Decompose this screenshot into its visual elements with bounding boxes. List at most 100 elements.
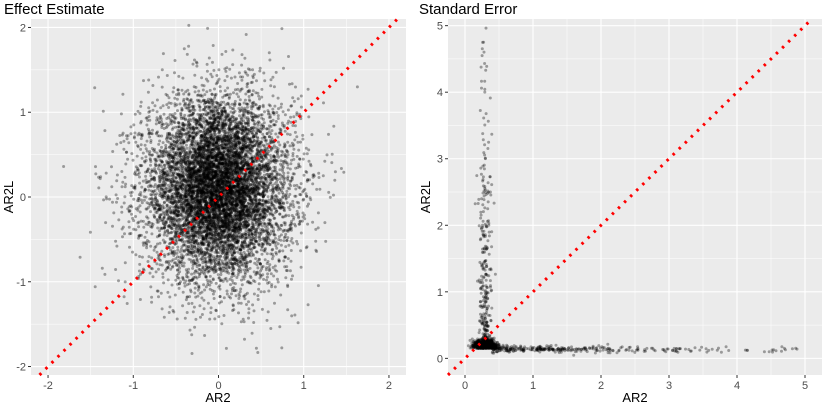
- scatter-point: [201, 238, 205, 242]
- scatter-point: [283, 223, 287, 227]
- scatter-point: [172, 215, 176, 219]
- scatter-point: [210, 191, 214, 195]
- scatter-point: [143, 235, 147, 239]
- scatter-point: [100, 266, 104, 270]
- scatter-point: [172, 120, 176, 124]
- scatter-point: [256, 298, 260, 301]
- scatter-point: [269, 84, 273, 88]
- scatter-point: [249, 173, 253, 177]
- scatter-point: [294, 187, 298, 191]
- scatter-point: [207, 141, 211, 145]
- scatter-point: [268, 58, 272, 62]
- scatter-point: [140, 164, 144, 168]
- scatter-point: [120, 205, 124, 209]
- scatter-point: [262, 239, 266, 243]
- scatter-point: [229, 137, 232, 141]
- scatter-point: [134, 140, 138, 144]
- scatter-point: [283, 152, 287, 156]
- scatter-point: [254, 103, 258, 107]
- scatter-point: [220, 52, 224, 56]
- scatter-point: [248, 205, 252, 209]
- scatter-point: [211, 292, 215, 296]
- scatter-point: [187, 201, 191, 205]
- scatter-point: [264, 204, 268, 208]
- scatter-point: [173, 96, 177, 100]
- scatter-point: [269, 252, 273, 256]
- scatter-point: [185, 146, 189, 150]
- scatter-point: [170, 113, 174, 117]
- scatter-point: [154, 122, 158, 126]
- scatter-point: [271, 107, 275, 111]
- scatter-point: [316, 211, 320, 215]
- scatter-point: [200, 83, 204, 87]
- scatter-point: [155, 250, 159, 254]
- scatter-point: [148, 157, 152, 161]
- scatter-point: [114, 268, 118, 271]
- scatter-point: [323, 159, 327, 163]
- scatter-point: [281, 167, 284, 171]
- scatter-point: [172, 195, 176, 199]
- scatter-point: [130, 212, 133, 216]
- scatter-point: [242, 113, 246, 117]
- scatter-point: [141, 151, 145, 155]
- scatter-point: [217, 301, 221, 305]
- scatter-point: [217, 152, 221, 156]
- scatter-point: [184, 90, 188, 94]
- scatter-point: [147, 152, 151, 156]
- scatter-point: [237, 218, 241, 222]
- scatter-point: [304, 170, 308, 173]
- scatter-point: [228, 213, 232, 217]
- scatter-point: [262, 71, 266, 75]
- scatter-point: [271, 146, 275, 150]
- scatter-point: [119, 141, 123, 145]
- scatter-point: [129, 204, 133, 208]
- scatter-point: [330, 161, 334, 165]
- scatter-point: [224, 203, 228, 207]
- scatter-point: [275, 111, 279, 114]
- scatter-point: [162, 253, 166, 257]
- scatter-point: [332, 193, 335, 197]
- scatter-point: [296, 212, 300, 216]
- scatter-point: [282, 239, 286, 243]
- scatter-point: [298, 186, 302, 190]
- scatter-point: [213, 87, 216, 91]
- scatter-point: [293, 130, 297, 134]
- scatter-point: [134, 207, 138, 211]
- scatter-point: [270, 252, 274, 256]
- scatter-point: [261, 195, 265, 199]
- scatter-point: [214, 117, 218, 121]
- scatter-point: [234, 152, 238, 156]
- scatter-point: [162, 221, 166, 225]
- scatter-point: [263, 225, 267, 229]
- scatter-point: [243, 337, 246, 341]
- scatter-point: [236, 222, 240, 226]
- scatter-point: [148, 109, 152, 113]
- scatter-point: [193, 234, 196, 238]
- scatter-point: [246, 73, 250, 77]
- scatter-point: [250, 166, 254, 170]
- scatter-point: [172, 86, 176, 90]
- scatter-point: [260, 166, 264, 170]
- scatter-point: [170, 181, 174, 185]
- scatter-point: [198, 249, 202, 253]
- scatter-point: [128, 245, 131, 249]
- scatter-point: [283, 236, 286, 240]
- scatter-point: [287, 214, 291, 218]
- scatter-point: [165, 177, 169, 181]
- scatter-point: [205, 210, 209, 214]
- scatter-point: [179, 179, 183, 183]
- scatter-point: [158, 241, 162, 245]
- scatter-point: [250, 331, 254, 335]
- scatter-point: [248, 241, 252, 245]
- scatter-point: [130, 152, 134, 156]
- scatter-point: [216, 163, 220, 167]
- scatter-point: [316, 284, 320, 288]
- scatter-point: [159, 191, 163, 195]
- scatter-point: [140, 255, 144, 259]
- scatter-point: [251, 218, 255, 222]
- scatter-point: [215, 202, 218, 206]
- scatter-point: [315, 250, 319, 253]
- scatter-point: [192, 305, 196, 309]
- scatter-point: [292, 172, 296, 176]
- scatter-point: [293, 313, 297, 317]
